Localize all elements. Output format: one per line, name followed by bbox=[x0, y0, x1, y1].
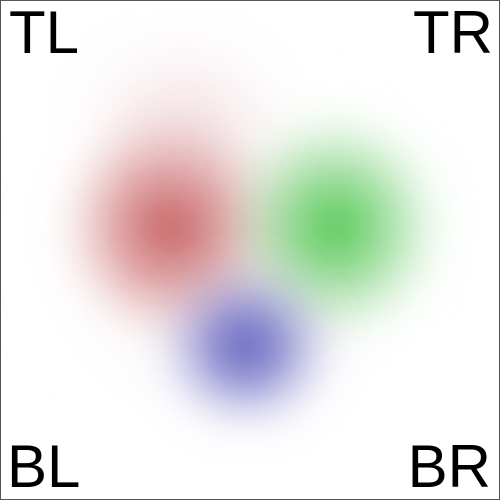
blue-cloud bbox=[151, 256, 341, 436]
label-top-right: TR bbox=[413, 0, 493, 66]
label-bottom-left: BL bbox=[7, 433, 81, 500]
label-bottom-right: BR bbox=[407, 433, 491, 500]
red-cloud-upper-wisp bbox=[111, 66, 251, 176]
label-top-left: TL bbox=[9, 0, 80, 66]
